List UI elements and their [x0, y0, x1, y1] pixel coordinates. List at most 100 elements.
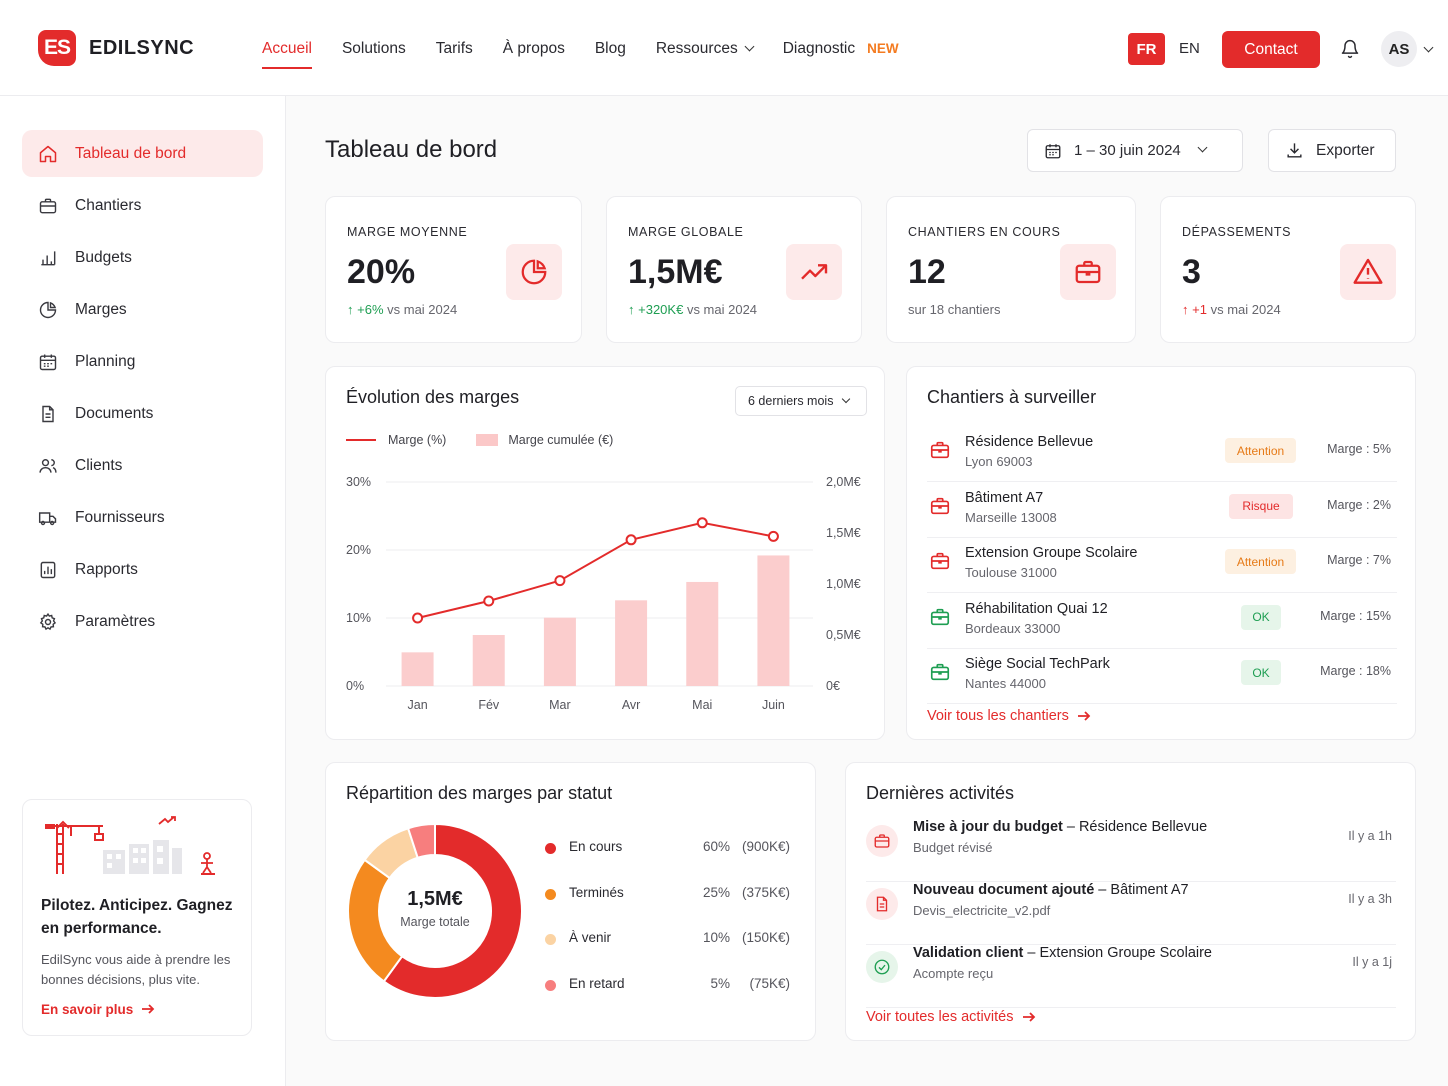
kpi-delta-value: +6%	[357, 302, 384, 317]
brand-logo[interactable]: ES EDILSYNC	[38, 30, 194, 69]
y-right-tick-label: 0,5M€	[826, 628, 861, 642]
line-point-Juin[interactable]	[767, 530, 779, 542]
line-point-Avr[interactable]	[625, 534, 637, 546]
kpi-label: CHANTIERS EN COURS	[908, 225, 1061, 239]
new-badge: NEW	[867, 41, 899, 56]
kpi-delta: ↑ +1 vs mai 2024	[1182, 302, 1281, 317]
activity-row[interactable]: Validation client – Extension Groupe Sco…	[866, 945, 1396, 1008]
nav-accueil[interactable]: Accueil	[262, 40, 312, 69]
nav-tarifs[interactable]: Tarifs	[435, 40, 473, 57]
export-button[interactable]: Exporter	[1268, 129, 1396, 172]
legend-line-swatch	[346, 439, 376, 441]
donut-slice-0[interactable]	[382, 822, 523, 999]
watch-name: Résidence Bellevue	[965, 434, 1094, 450]
kpi-card-chantiers-en-cours: CHANTIERS EN COURS 12 sur 18 chantiers	[886, 196, 1136, 343]
repartition-name: En cours	[569, 839, 623, 854]
sidebar-item-documents[interactable]: Documents	[22, 390, 263, 437]
line-point-Mai[interactable]	[696, 517, 708, 529]
lang-en-button[interactable]: EN	[1179, 40, 1200, 57]
marge-line	[417, 521, 774, 619]
line-point-Jan[interactable]	[412, 612, 424, 624]
kpi-icon-box	[1060, 244, 1116, 300]
sidebar-item-rapports[interactable]: Rapports	[22, 546, 263, 593]
nav-ressources[interactable]: Ressources	[655, 40, 755, 58]
legend-line-label: Marge (%)	[388, 433, 447, 447]
activities-title: Dernières activités	[866, 783, 1015, 803]
watch-row[interactable]: Résidence Bellevue Lyon 69003 Attention Mar…	[927, 427, 1397, 482]
see-all-chantiers-link[interactable]: Voir tous les chantiers	[927, 708, 1091, 724]
line-point-Mar[interactable]	[554, 575, 566, 587]
chevron-down-icon	[1197, 142, 1208, 153]
bar-Jan	[401, 652, 434, 686]
x-tick-label: Jan	[408, 698, 428, 712]
see-all-chantiers-label: Voir tous les chantiers	[927, 708, 1069, 724]
period-select[interactable]: 6 derniers mois	[735, 386, 867, 416]
status-badge: Attention	[1225, 438, 1296, 463]
contact-button[interactable]: Contact	[1222, 31, 1320, 68]
users-icon	[39, 458, 57, 473]
sidebar-item-budgets[interactable]: Budgets	[22, 234, 263, 281]
watch-row[interactable]: Bâtiment A7 Marseille 13008 Risque Marge : …	[927, 483, 1397, 538]
bar-Avr	[615, 600, 648, 686]
kpi-delta: ↑ +6% vs mai 2024	[347, 302, 457, 317]
promo-text: EdilSync vous aide à prendre les bonnes …	[41, 952, 231, 987]
promo-link[interactable]: En savoir plus	[41, 1002, 155, 1017]
kpi-delta-suffix: vs mai 2024	[387, 302, 458, 317]
watch-city: Marseille 13008	[965, 509, 1057, 525]
sidebar-item-parametres[interactable]: Paramètres	[22, 598, 263, 645]
nav-diagnostic[interactable]: Diagnostic NEW	[783, 40, 899, 58]
briefcase-icon	[930, 552, 950, 570]
date-range-picker[interactable]: 1 – 30 juin 2024	[1027, 129, 1243, 172]
watch-marge: Marge : 18%	[1320, 664, 1391, 678]
pie-chart-icon	[521, 259, 547, 285]
watch-marge: Marge : 15%	[1320, 608, 1391, 623]
evolution-chart: 0% 10% 20% 30% 0€ 0,5M€ 1,0M€ 1,5M€ 2,0M€ Jan Fév M…	[346, 475, 861, 712]
watch-marge: Marge : 5%	[1327, 442, 1391, 456]
watch-row[interactable]: Siège Social TechPark Nantes 44000 OK Marge…	[927, 649, 1397, 704]
watch-row[interactable]: Réhabilitation Quai 12 Bordeaux 33000 OK Ma…	[927, 594, 1397, 649]
kpi-icon-box	[786, 244, 842, 300]
activity-title: Validation client – Extension Groupe Sco…	[913, 945, 1212, 961]
sidebar-item-clients[interactable]: Clients	[22, 442, 263, 489]
calendar-icon	[39, 354, 57, 370]
sidebar-item-label: Paramètres	[75, 612, 156, 630]
sidebar-item-tableau-de-bord[interactable]: Tableau de bord	[22, 130, 263, 177]
sidebar-item-fournisseurs[interactable]: Fournisseurs	[22, 494, 263, 541]
document-icon	[866, 888, 898, 920]
avatar[interactable]: AS	[1381, 31, 1417, 67]
repartition-amount: (375K€)	[741, 884, 790, 900]
donut-slice-3[interactable]	[406, 822, 436, 860]
repartition-row: À venir 10% (150K€)	[545, 930, 790, 950]
nav-solutions[interactable]: Solutions	[341, 40, 406, 57]
nav-ressources-label: Ressources	[655, 40, 738, 57]
watch-row[interactable]: Extension Groupe Scolaire Toulouse 31000 A…	[927, 538, 1397, 593]
legend-dot	[545, 934, 556, 945]
donut-center-label: Marge totale	[400, 915, 470, 929]
repartition-row: Terminés 25% (375K€)	[545, 885, 790, 905]
y-left-tick-label: 0%	[346, 679, 364, 693]
bell-icon[interactable]	[1340, 39, 1360, 59]
lang-fr-button[interactable]: FR	[1128, 33, 1165, 65]
promo-card: Pilotez. Anticipez. Gagnez en performanc…	[22, 799, 252, 1036]
sidebar-item-marges[interactable]: Marges	[22, 286, 263, 333]
arrow-right-icon	[1022, 1012, 1035, 1022]
x-tick-label: Mar	[549, 698, 571, 712]
activity-target: – Bâtiment A7	[1094, 882, 1189, 898]
construction-illustration	[45, 816, 215, 875]
nav-blog[interactable]: Blog	[594, 40, 626, 57]
y-right-tick-label: 1,0M€	[826, 577, 861, 591]
line-point-Fév[interactable]	[483, 595, 495, 607]
sidebar-item-planning[interactable]: Planning	[22, 338, 263, 385]
sidebar-item-chantiers[interactable]: Chantiers	[22, 182, 263, 229]
avatar-chevron-down-icon[interactable]	[1423, 42, 1434, 53]
activity-row[interactable]: Nouveau document ajouté – Bâtiment A7 Dev…	[866, 882, 1396, 945]
status-badge: OK	[1241, 604, 1281, 630]
nav-a-propos[interactable]: À propos	[502, 40, 565, 57]
repartition-card: Répartition des marges par statut 1,5M€ …	[325, 762, 816, 1041]
activity-row[interactable]: Mise à jour du budget – Résidence Bellev…	[866, 819, 1396, 882]
watch-marge: Marge : 7%	[1327, 553, 1391, 567]
report-icon	[40, 561, 56, 578]
see-all-activities-link[interactable]: Voir toutes les activités	[866, 1009, 1036, 1025]
briefcase-icon	[866, 825, 898, 857]
date-range-label: 1 – 30 juin 2024	[1074, 142, 1181, 159]
